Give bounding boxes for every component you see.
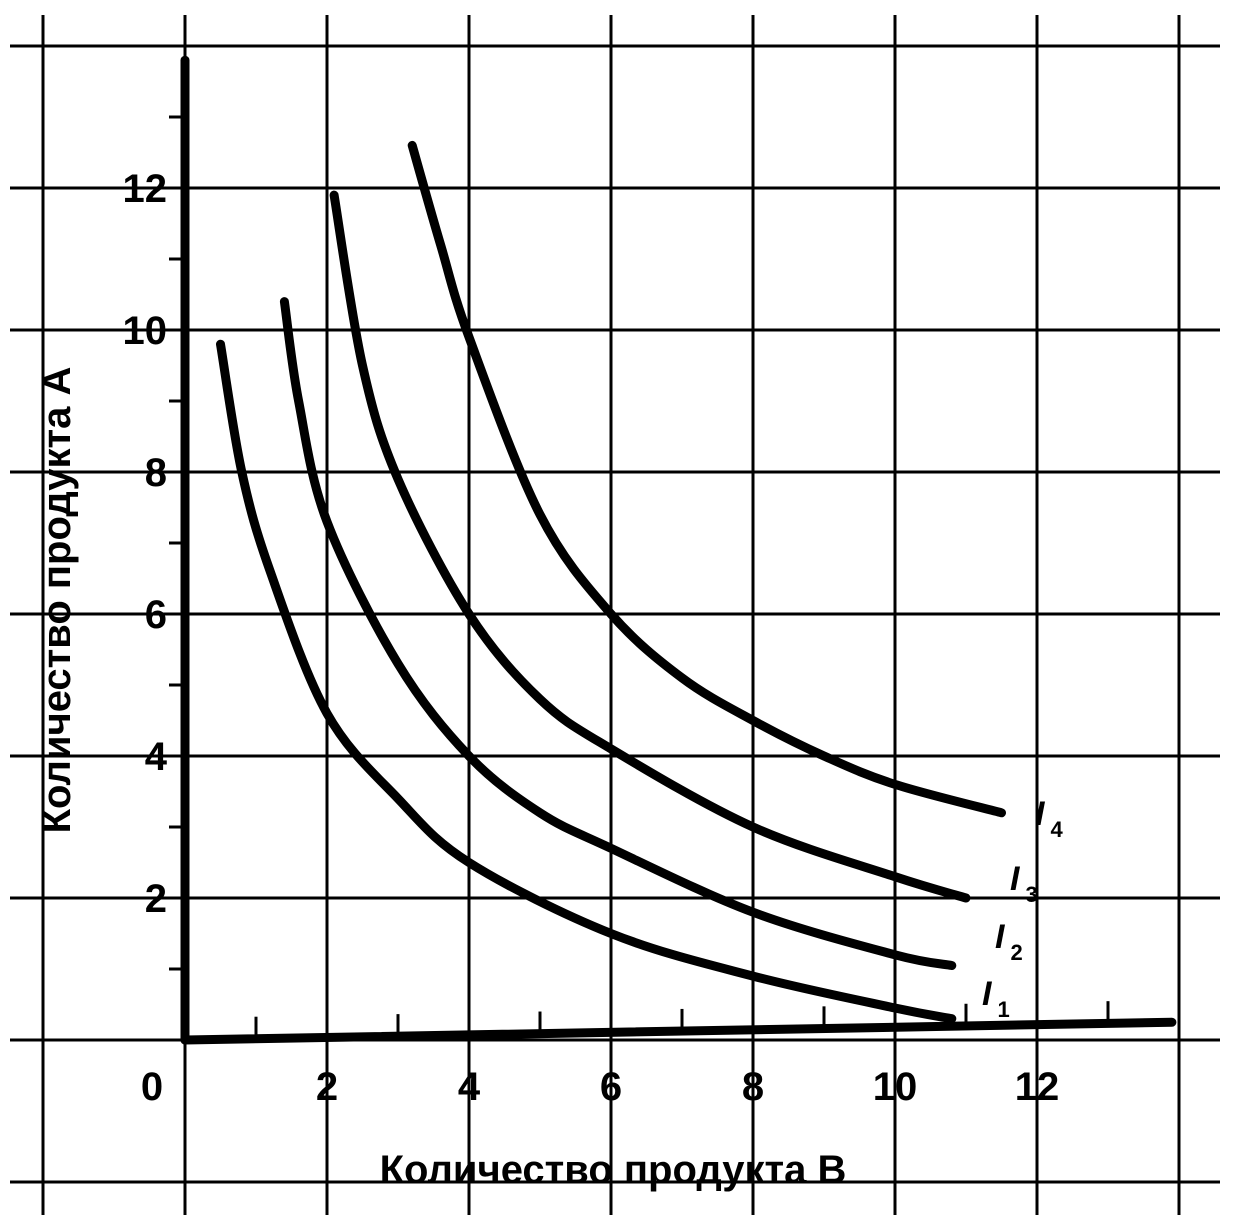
- labels: Количество продукта В Количество продукт…: [35, 167, 1063, 1192]
- x-axis-line: [180, 1017, 1177, 1045]
- axes: [180, 55, 1177, 1045]
- y-tick-label: 6: [145, 593, 167, 637]
- curve-label-subscript: 2: [1010, 940, 1022, 965]
- indifference-curve-4: [407, 140, 1006, 818]
- y-tick-label: 4: [145, 735, 168, 779]
- curve-label-subscript: 3: [1025, 882, 1037, 907]
- y-tick-label: 12: [123, 167, 168, 211]
- y-tick-label: 2: [145, 877, 167, 921]
- x-tick-label: 10: [873, 1065, 918, 1109]
- ticks: [169, 115, 1110, 1041]
- curves: [216, 140, 1006, 1024]
- y-axis-title: Количество продукта А: [35, 367, 79, 834]
- indifference-curve-3: [329, 190, 971, 903]
- x-tick-label: 6: [600, 1065, 622, 1109]
- x-tick-label: 12: [1015, 1065, 1060, 1109]
- curve-label-subscript: 1: [997, 997, 1009, 1022]
- y-tick-label: 10: [123, 309, 168, 353]
- x-tick-label: 2: [316, 1065, 338, 1109]
- curve-label-subscript: 4: [1050, 817, 1063, 842]
- x-tick-label: 8: [742, 1065, 764, 1109]
- indifference-curve-1: [216, 339, 957, 1024]
- x-tick-label: 0: [141, 1065, 163, 1109]
- x-axis-title: Количество продукта В: [380, 1148, 847, 1192]
- x-tick-label: 4: [458, 1065, 481, 1109]
- y-tick-label: 8: [145, 451, 167, 495]
- indifference-curve-2: [279, 297, 957, 970]
